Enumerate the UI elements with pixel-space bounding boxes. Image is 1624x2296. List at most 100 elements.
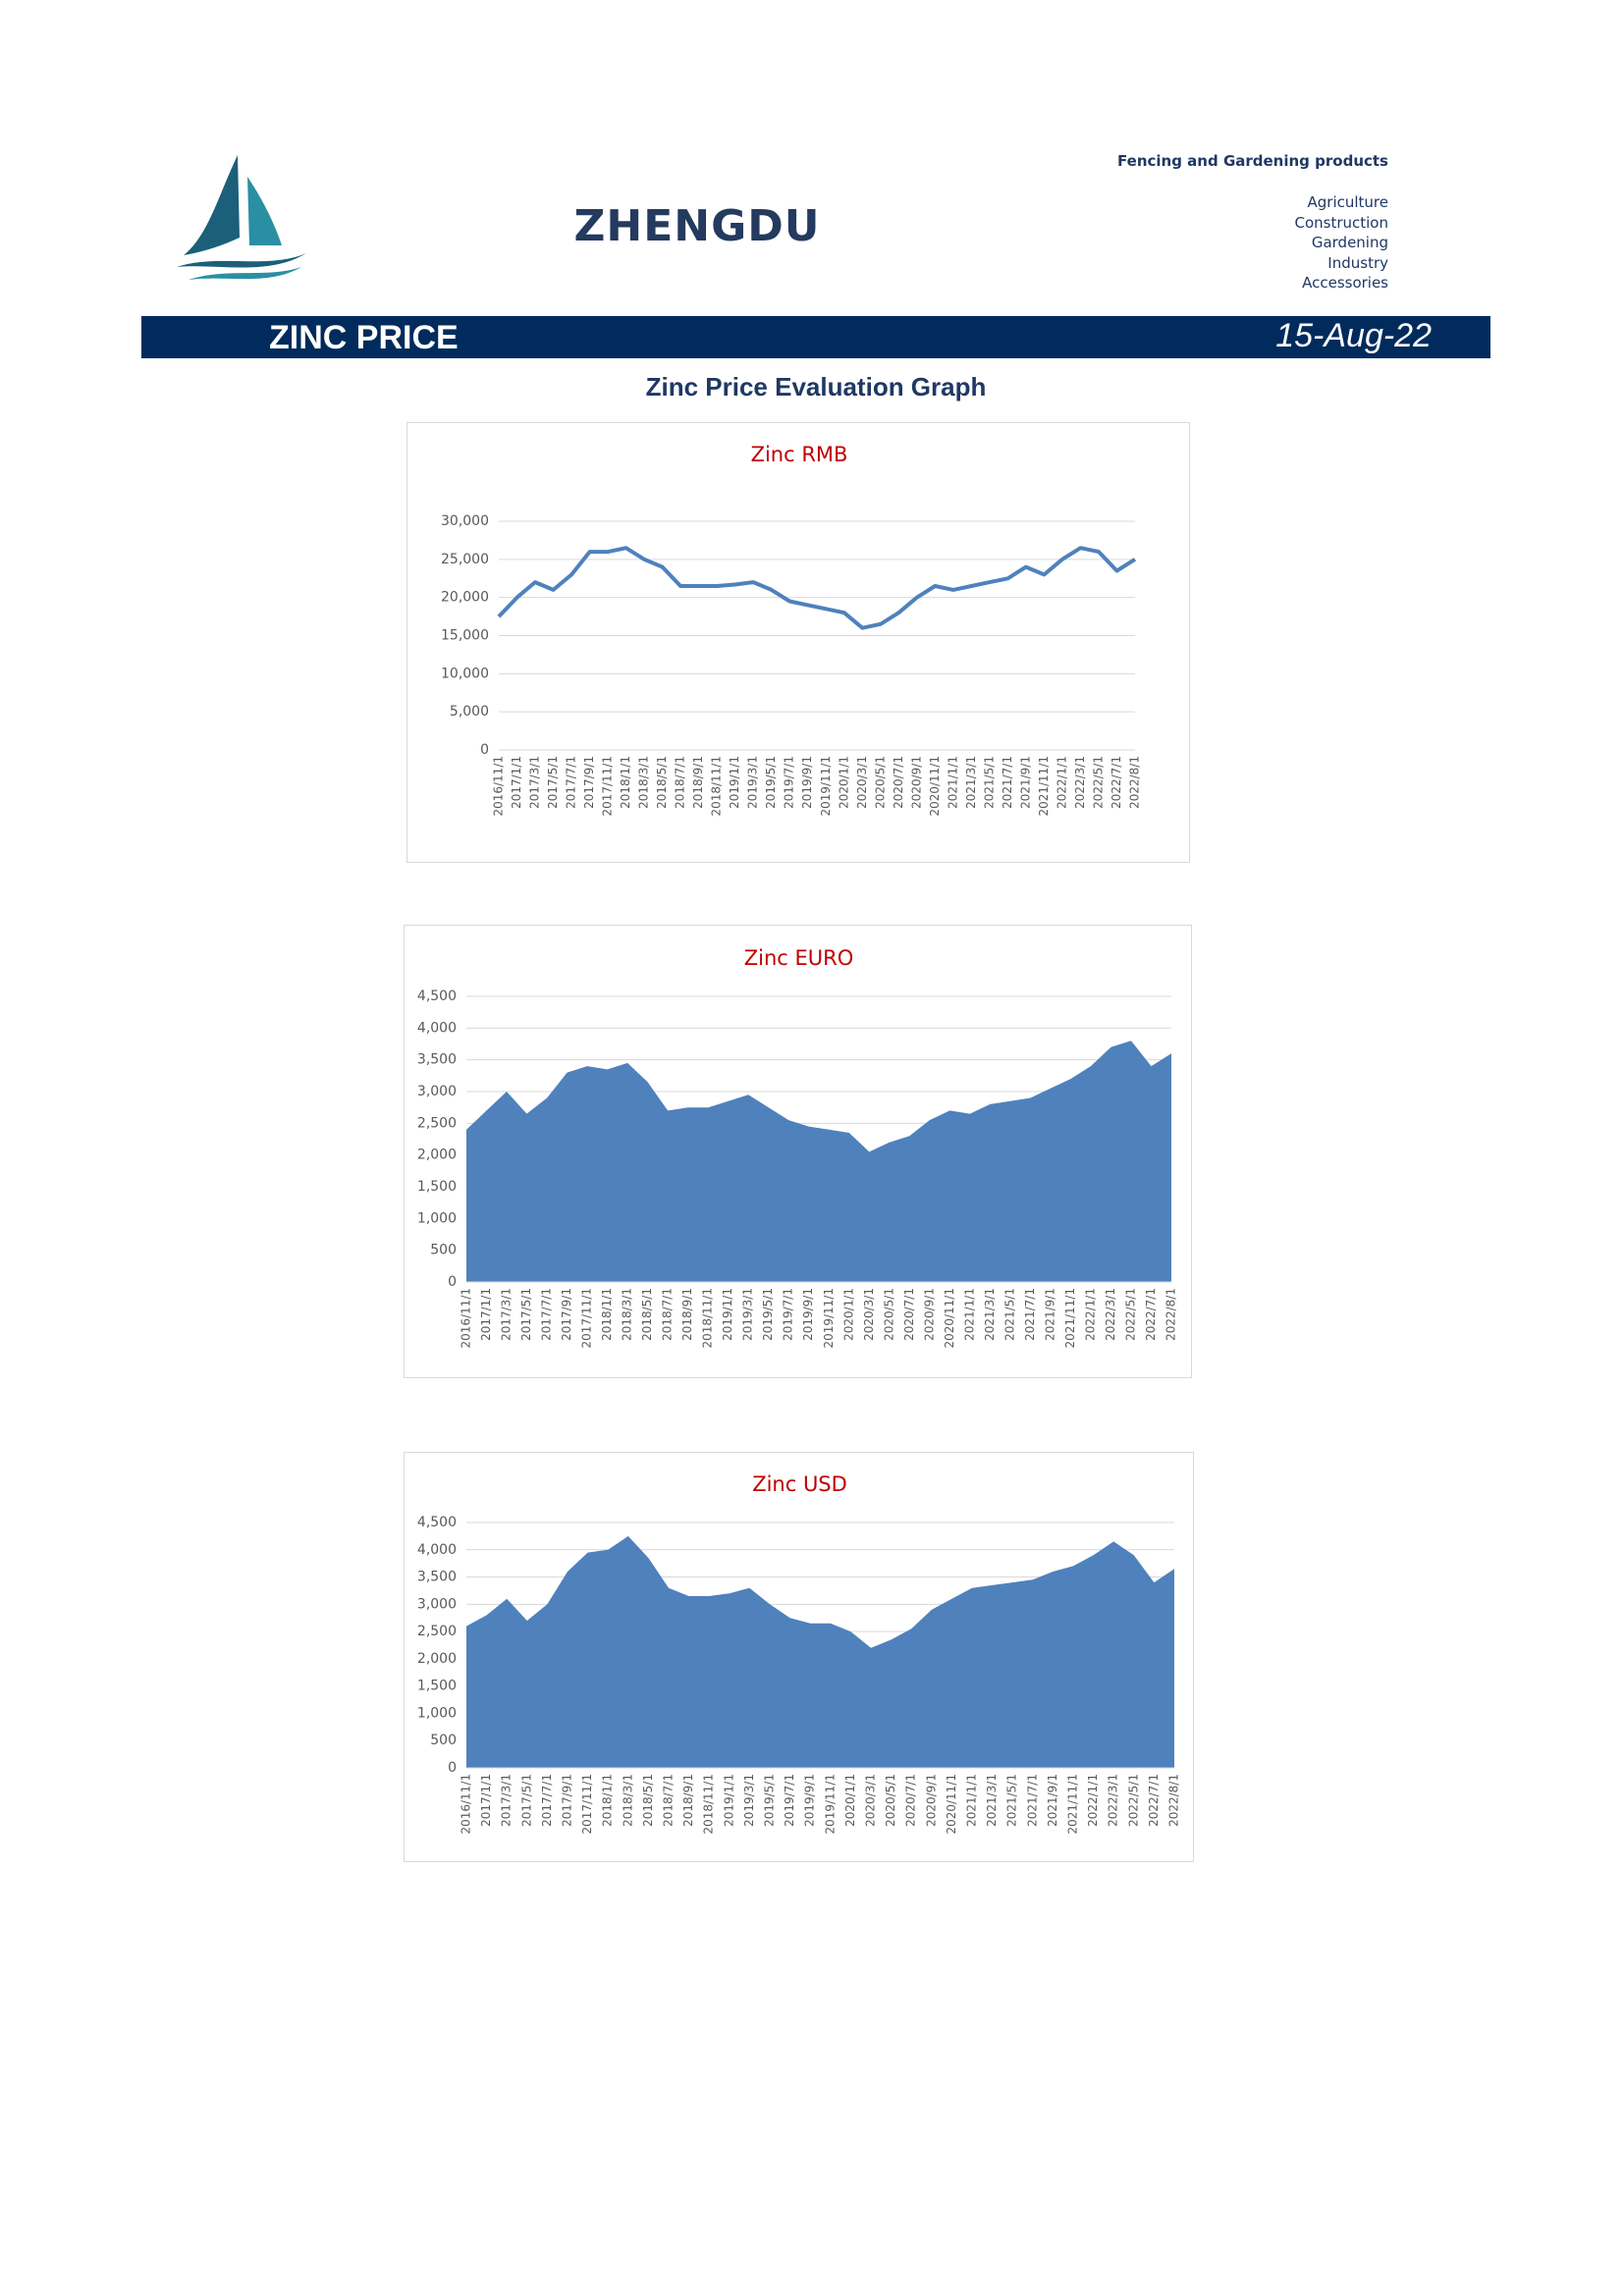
x-tick-label: 2022/5/1 xyxy=(1126,1774,1140,1827)
y-tick-label: 1,000 xyxy=(417,1210,457,1226)
product: Accessories xyxy=(1302,274,1388,292)
x-tick-label: 2018/5/1 xyxy=(640,1288,654,1341)
banner-date: 15-Aug-22 xyxy=(1275,317,1432,354)
x-tick-label: 2022/8/1 xyxy=(1128,756,1142,809)
logo-wave xyxy=(177,253,306,268)
chart: Zinc RMB 0 5,000 10,000 15,000 20,000 25,000 30… xyxy=(406,422,1190,863)
x-tick-label: 2017/11/1 xyxy=(580,1288,594,1349)
x-tick-label: 2020/11/1 xyxy=(943,1288,956,1349)
x-tick-label: 2017/3/1 xyxy=(500,1288,514,1341)
area xyxy=(466,1041,1171,1282)
y-tick-label: 3,000 xyxy=(417,1084,457,1099)
x-tick-label: 2020/11/1 xyxy=(945,1774,958,1835)
y-tick-label: 1,000 xyxy=(417,1705,457,1721)
y-tick-label: 0 xyxy=(448,1274,457,1290)
chart: Zinc USD 0 500 1,000 1,500 2,000 2,500 3,000 3,5… xyxy=(404,1452,1194,1862)
x-tick-label: 2018/3/1 xyxy=(621,1288,634,1341)
y-tick-label: 20,000 xyxy=(441,590,489,606)
y-tick-label: 25,000 xyxy=(441,552,489,567)
y-tick-label: 10,000 xyxy=(441,666,489,681)
x-tick-label: 2017/1/1 xyxy=(479,1774,493,1827)
x-tick-label: 2022/7/1 xyxy=(1110,756,1123,809)
x-tick-label: 2018/11/1 xyxy=(702,1774,716,1835)
x-tick-label: 2020/1/1 xyxy=(841,1288,855,1341)
x-tick-label: 2017/11/1 xyxy=(580,1774,594,1835)
x-tick-label: 2019/1/1 xyxy=(722,1774,735,1827)
x-tick-label: 2019/5/1 xyxy=(764,756,778,809)
x-tick-label: 2019/11/1 xyxy=(822,1288,836,1349)
x-tick-label: 2020/5/1 xyxy=(882,1288,895,1341)
x-tick-label: 2018/9/1 xyxy=(680,1288,694,1341)
x-tick-label: 2021/11/1 xyxy=(1063,1288,1077,1349)
chart-title: Zinc EURO xyxy=(744,946,854,970)
x-tick-label: 2017/9/1 xyxy=(560,1288,573,1341)
x-tick-label: 2019/9/1 xyxy=(803,1774,817,1827)
x-tick-label: 2019/1/1 xyxy=(728,756,741,809)
x-tick-label: 2020/3/1 xyxy=(855,756,869,809)
x-tick-label: 2017/1/1 xyxy=(479,1288,493,1341)
x-tick-label: 2018/1/1 xyxy=(619,756,632,809)
x-tick-label: 2019/7/1 xyxy=(782,1288,795,1341)
x-tick-label: 2018/11/1 xyxy=(710,756,724,817)
x-tick-label: 2017/3/1 xyxy=(528,756,542,809)
x-tick-label: 2019/5/1 xyxy=(763,1774,777,1827)
x-tick-label: 2021/3/1 xyxy=(983,1288,997,1341)
x-tick-label: 2019/3/1 xyxy=(742,1774,756,1827)
x-tick-label: 2021/3/1 xyxy=(964,756,978,809)
x-tick-label: 2019/9/1 xyxy=(800,756,814,809)
x-tick-label: 2018/3/1 xyxy=(637,756,651,809)
subtitle: Zinc Price Evaluation Graph xyxy=(645,372,987,401)
x-tick-label: 2021/1/1 xyxy=(965,1774,979,1827)
x-tick-label: 2019/7/1 xyxy=(783,756,796,809)
x-tick-label: 2020/9/1 xyxy=(924,1774,938,1827)
x-tick-label: 2022/1/1 xyxy=(1055,756,1068,809)
x-tick-label: 2016/11/1 xyxy=(460,1774,473,1835)
x-tick-label: 2021/7/1 xyxy=(1001,756,1014,809)
x-tick-label: 2021/7/1 xyxy=(1023,1288,1037,1341)
product: Agriculture xyxy=(1307,193,1389,211)
x-tick-label: 2022/8/1 xyxy=(1164,1288,1178,1341)
y-tick-label: 3,000 xyxy=(417,1596,457,1612)
x-tick-label: 2019/11/1 xyxy=(819,756,833,817)
x-tick-label: 2018/3/1 xyxy=(621,1774,634,1827)
x-tick-label: 2018/5/1 xyxy=(641,1774,655,1827)
x-tick-label: 2021/1/1 xyxy=(962,1288,976,1341)
y-tick-label: 1,500 xyxy=(417,1679,457,1694)
product-list: Agriculture Construction Gardening Industry… xyxy=(1294,192,1388,294)
x-tick-label: 2020/1/1 xyxy=(837,756,850,809)
banner: ZINC PRICE 15-Aug-22 xyxy=(141,316,1490,358)
x-tick-label: 2020/11/1 xyxy=(928,756,942,817)
x-tick-label: 2021/5/1 xyxy=(982,756,996,809)
x-tick-label: 2020/5/1 xyxy=(873,756,887,809)
x-tick-label: 2017/5/1 xyxy=(519,1288,533,1341)
x-tick-label: 2018/1/1 xyxy=(601,1774,615,1827)
x-tick-label: 2017/1/1 xyxy=(510,756,523,809)
x-tick-label: 2018/7/1 xyxy=(662,1774,676,1827)
chart-title: Zinc RMB xyxy=(751,443,848,466)
x-tick-label: 2017/11/1 xyxy=(601,756,615,817)
x-tick-label: 2022/3/1 xyxy=(1107,1774,1120,1827)
x-tick-label: 2020/5/1 xyxy=(884,1774,897,1827)
x-tick-label: 2021/5/1 xyxy=(1005,1774,1019,1827)
x-tick-label: 2021/11/1 xyxy=(1066,1774,1080,1835)
x-tick-label: 2017/5/1 xyxy=(519,1774,533,1827)
logo-sail xyxy=(247,177,282,245)
x-tick-label: 2017/7/1 xyxy=(540,1288,554,1341)
x-tick-label: 2019/5/1 xyxy=(761,1288,775,1341)
x-tick-label: 2021/5/1 xyxy=(1002,1288,1016,1341)
y-tick-label: 500 xyxy=(430,1243,457,1258)
y-tick-label: 3,500 xyxy=(417,1570,457,1585)
x-tick-label: 2017/5/1 xyxy=(546,756,560,809)
y-tick-label: 5,000 xyxy=(450,704,489,720)
x-tick-label: 2022/7/1 xyxy=(1144,1288,1158,1341)
x-tick-label: 2017/7/1 xyxy=(565,756,578,809)
x-tick-label: 2018/11/1 xyxy=(701,1288,715,1349)
x-tick-label: 2016/11/1 xyxy=(460,1288,473,1349)
logo xyxy=(177,155,306,280)
x-tick-label: 2019/7/1 xyxy=(783,1774,796,1827)
x-tick-label: 2022/5/1 xyxy=(1123,1288,1137,1341)
y-tick-label: 0 xyxy=(480,742,489,758)
x-tick-label: 2017/9/1 xyxy=(561,1774,574,1827)
